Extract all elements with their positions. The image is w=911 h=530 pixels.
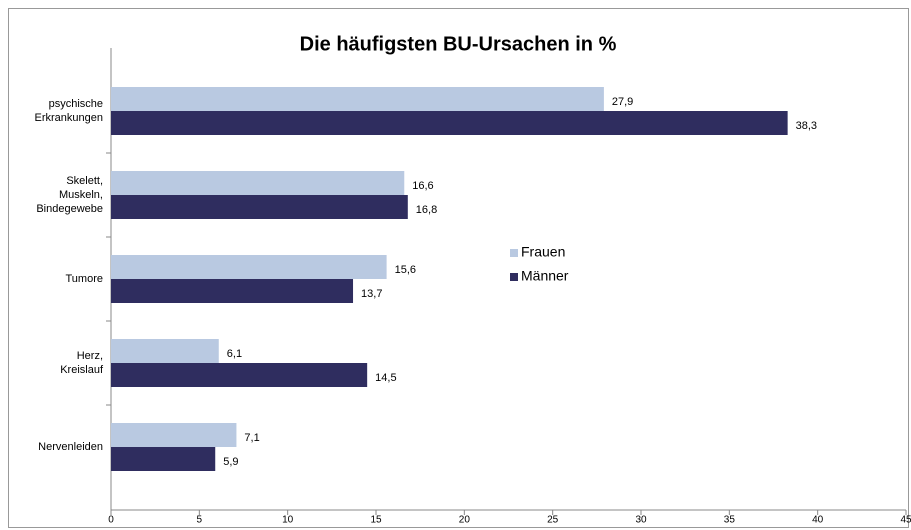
bar [111,279,354,303]
value-label: 38,3 [796,120,817,132]
x-tick-label: 10 [282,515,294,526]
legend-label: Frauen [521,244,565,260]
chart-title: Die häufigsten BU-Ursachen in % [300,33,617,55]
bar [111,171,405,195]
x-tick-label: 35 [724,515,736,526]
legend-swatch [510,273,518,281]
bar [111,255,387,279]
value-label: 7,1 [244,432,259,444]
value-label: 14,5 [375,372,396,384]
bar [111,87,604,111]
value-label: 27,9 [612,96,633,108]
bar [111,447,216,471]
y-tick-label: Nervenleiden [38,441,103,453]
x-tick-label: 0 [108,515,114,526]
bar [111,195,408,219]
x-tick-label: 30 [635,515,647,526]
bar [111,339,219,363]
bar [111,363,368,387]
y-tick-label: psychische Erkrankungen [35,98,104,124]
value-label: 13,7 [361,288,382,300]
value-label: 5,9 [223,456,238,468]
bar [111,423,237,447]
x-tick-label: 15 [370,515,382,526]
value-label: 6,1 [227,348,242,360]
value-label: 15,6 [395,264,416,276]
x-tick-label: 5 [197,515,203,526]
y-tick-label: Herz, Kreislauf [60,350,104,376]
x-tick-label: 20 [459,515,471,526]
x-tick-label: 25 [547,515,559,526]
x-tick-label: 45 [900,515,911,526]
value-label: 16,8 [416,204,437,216]
legend-label: Männer [521,268,569,284]
value-label: 16,6 [412,180,433,192]
x-tick-label: 40 [812,515,824,526]
y-tick-label: Skelett, Muskeln, Bindegewebe [36,175,103,215]
y-tick-label: Tumore [66,273,104,285]
bar [111,111,788,135]
legend-swatch [510,249,518,257]
